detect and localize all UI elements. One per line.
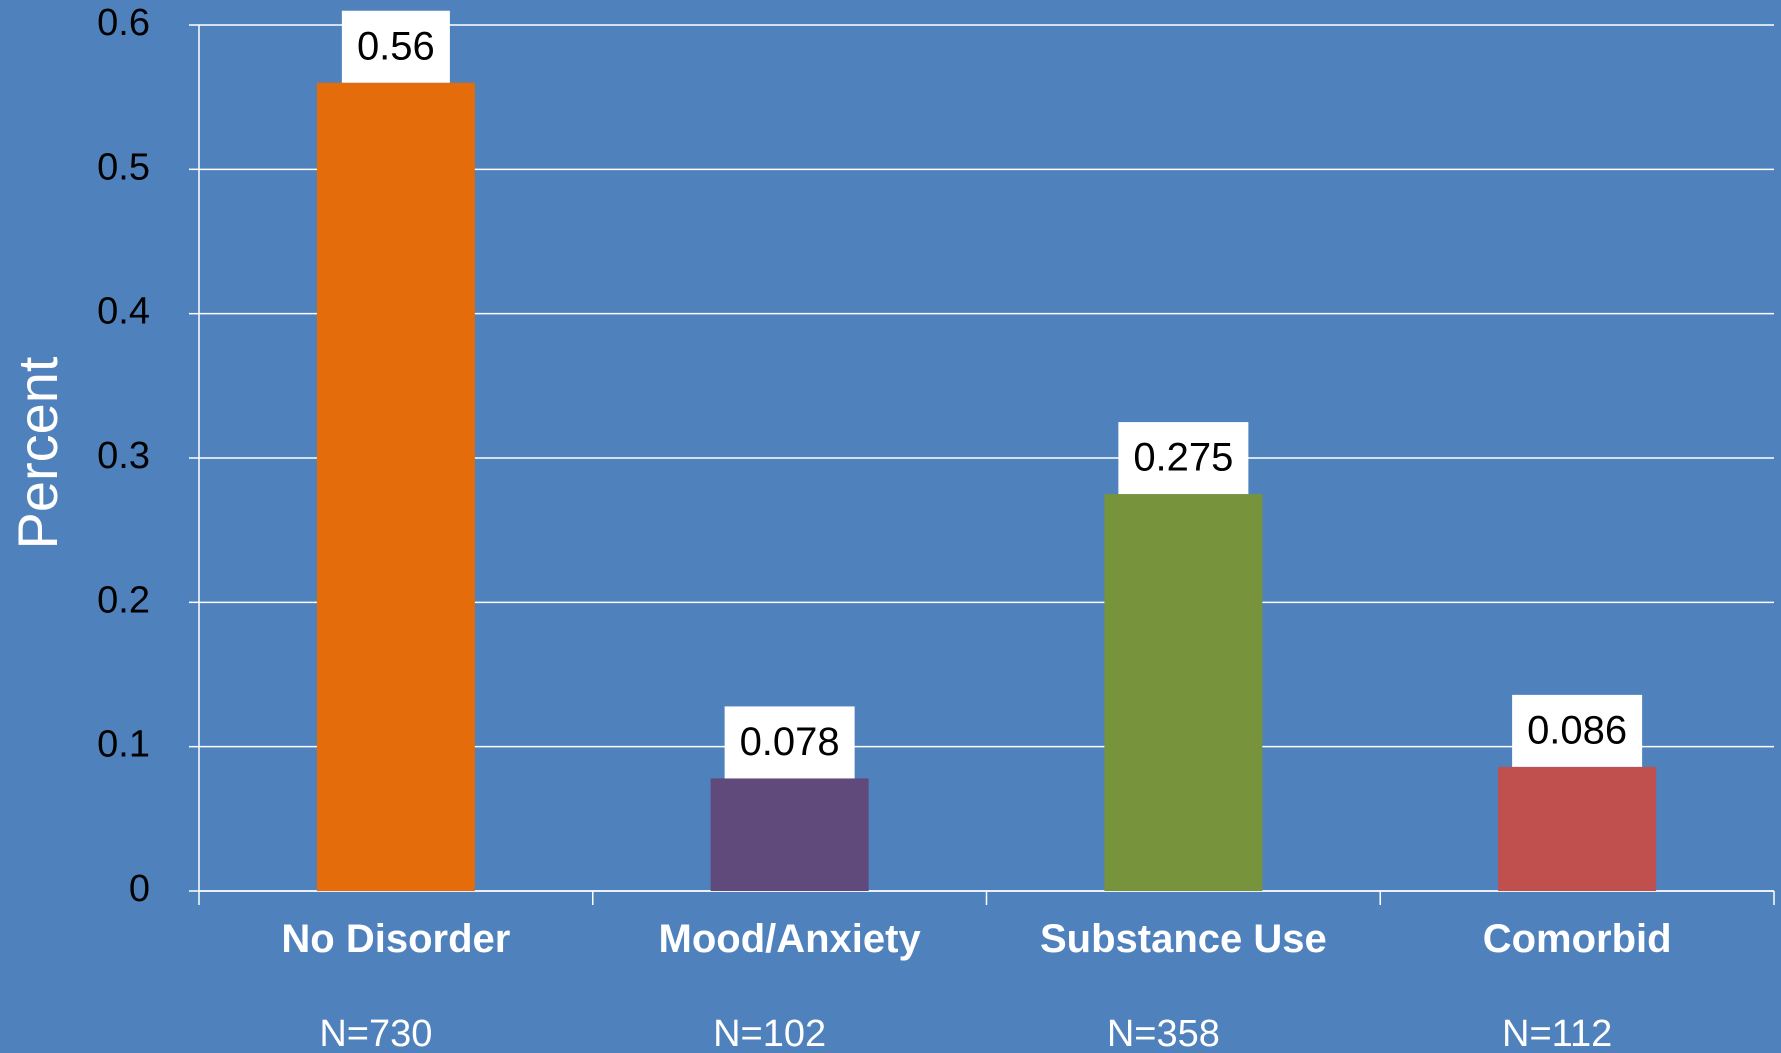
x-category-label: Substance Use [1040,917,1327,961]
data-label: 0.078 [740,720,840,764]
data-label: 0.086 [1527,708,1627,752]
data-labels: 0.56 0.078 0.275 0.086 [341,10,1643,779]
data-label-box [1512,694,1643,767]
data-label: 0.275 [1133,436,1233,480]
y-tick-label: 0.6 [97,2,150,44]
x-category-count: N=730 [319,1013,432,1053]
x-category-label: Comorbid [1483,917,1672,961]
y-tick-label: 0.1 [97,724,150,766]
bars [316,82,1657,891]
bar-3 [1104,494,1263,891]
y-tick-label: 0.2 [97,579,150,621]
bar-4 [1498,766,1657,891]
data-label: 0.56 [357,24,435,68]
data-label-box [341,10,450,83]
y-tick-label: 0 [129,868,150,910]
y-tick-label: 0.4 [97,291,150,333]
y-tick-label: 0.5 [97,146,150,188]
axes: 0 0.1 0.2 0.3 0.4 0.5 0.6 No Disorder N=730 Mood/… [97,2,1775,1053]
x-category-label: No Disorder [281,917,510,961]
x-category-label: Mood/Anxiety [659,917,922,961]
data-label-box [724,706,855,779]
data-label-box [1118,422,1249,495]
x-category-count: N=358 [1107,1013,1220,1053]
x-category-count: N=102 [713,1013,826,1053]
bar-1 [316,82,475,891]
x-category-count: N=112 [1502,1013,1612,1053]
bar-2 [710,778,869,891]
y-axis-title: Percent [6,356,69,549]
y-tick-label: 0.3 [97,435,150,477]
